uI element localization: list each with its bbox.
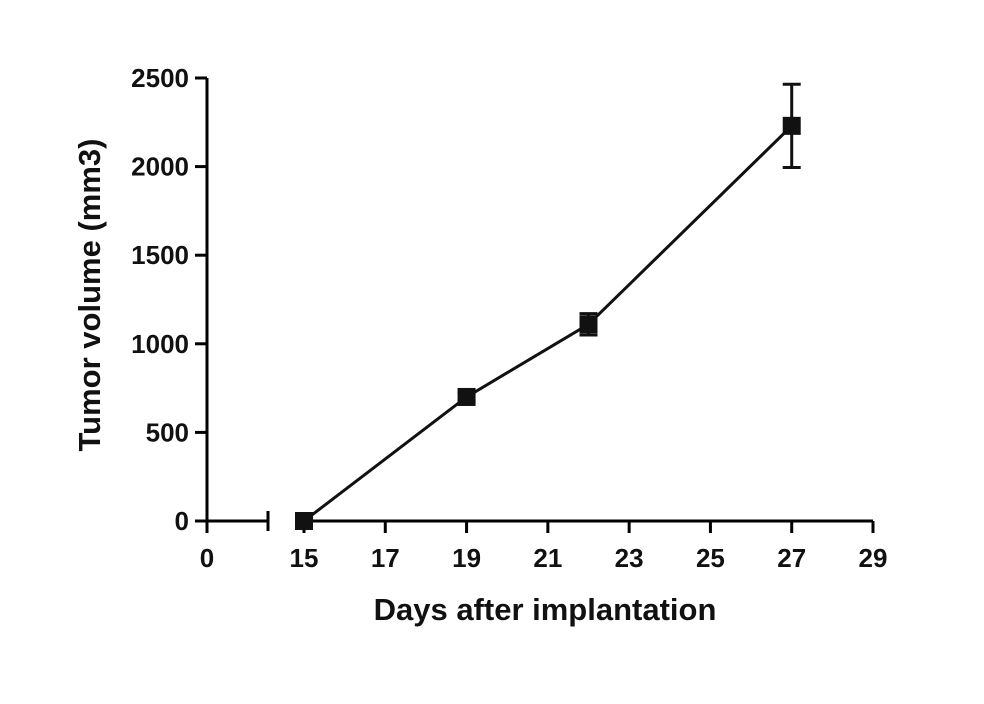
x-tick-label: 29 (859, 543, 888, 573)
y-tick-label: 1000 (131, 329, 189, 359)
x-tick-label: 27 (777, 543, 806, 573)
x-tick-label: 21 (533, 543, 562, 573)
y-tick-label: 2000 (131, 152, 189, 182)
data-point (579, 315, 598, 334)
x-tick-label: 15 (290, 543, 319, 573)
y-tick-label: 2500 (131, 63, 189, 93)
x-tick-label: 0 (200, 543, 214, 573)
x-tick-label: 17 (371, 543, 400, 573)
x-tick-label: 25 (696, 543, 725, 573)
data-point (782, 116, 801, 135)
y-tick-label: 500 (146, 417, 189, 447)
y-tick-label: 1500 (131, 240, 189, 270)
x-axis-title: Days after implantation (374, 592, 717, 627)
y-tick-label: 0 (175, 506, 189, 536)
y-axis-title: Tumor volume (mm3) (72, 139, 107, 452)
x-tick-label: 23 (615, 543, 644, 573)
data-point (457, 387, 476, 406)
x-tick-label: 19 (452, 543, 481, 573)
plot-area (295, 82, 801, 530)
axes: 0 500 1000 1500 2000 2500 0 15 17 19 21 23 25 27 29 (131, 63, 887, 573)
data-point (295, 512, 313, 530)
series-line (303, 124, 793, 523)
